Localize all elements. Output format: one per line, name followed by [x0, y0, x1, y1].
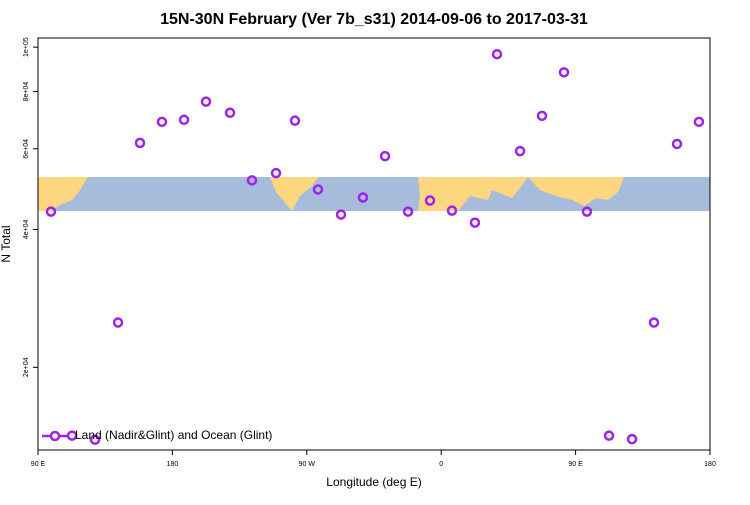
point: [514, 145, 526, 157]
point: [379, 150, 391, 162]
y-tick-label: 4e+04: [23, 220, 30, 240]
point: [536, 110, 548, 122]
point: [671, 138, 683, 150]
x-tick-label: 180: [167, 461, 179, 468]
point: [402, 206, 414, 217]
point: [156, 116, 168, 128]
point: [603, 430, 615, 441]
x-tick-label: 90 E: [568, 461, 583, 468]
plot-frame: [37, 37, 711, 451]
point: [134, 137, 146, 149]
x-axis-label: Longitude (deg E): [326, 475, 421, 489]
point: [446, 205, 458, 216]
point: [224, 107, 236, 119]
legend-label: Land (Nadir&Glint) and Ocean (Glint): [75, 428, 272, 442]
map-strip: [38, 177, 710, 211]
point: [200, 96, 212, 107]
point: [335, 209, 347, 220]
y-tick-label: 6e+04: [23, 139, 30, 159]
chart-title: 15N-30N February (Ver 7b_s31) 2014-09-06…: [160, 11, 588, 28]
point: [312, 184, 324, 195]
y-axis-label: N Total: [0, 225, 13, 262]
point: [693, 116, 705, 128]
y-tick-label: 1e+05: [23, 37, 30, 57]
point: [491, 48, 503, 60]
point: [66, 430, 78, 441]
point: [270, 167, 282, 179]
x-tick-label: 0: [439, 461, 443, 468]
point: [648, 317, 660, 328]
x-tick-label: 90 W: [299, 461, 316, 468]
point: [89, 434, 101, 445]
point: [45, 206, 57, 217]
point: [112, 317, 124, 328]
point: [357, 192, 369, 203]
x-tick-label: 90 E: [31, 461, 46, 468]
legend-marker: [49, 430, 61, 442]
point: [626, 433, 638, 445]
point: [289, 115, 301, 126]
point: [581, 206, 593, 217]
y-tick-label: 8e+04: [23, 82, 30, 102]
point: [246, 175, 258, 186]
point: [424, 195, 436, 206]
y-tick-label: 2e+04: [23, 357, 30, 377]
point: [178, 114, 190, 126]
point: [558, 67, 570, 78]
point: [469, 217, 481, 228]
x-tick-label: 180: [704, 461, 716, 468]
